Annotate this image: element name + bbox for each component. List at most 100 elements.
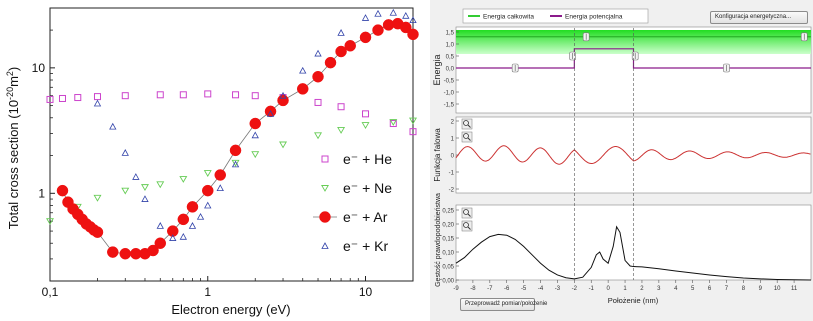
data-point [362, 110, 370, 118]
drag-handle[interactable] [631, 51, 639, 61]
series-ar [56, 17, 419, 260]
zoom-out-icon[interactable] [461, 220, 473, 232]
drag-handle[interactable] [582, 32, 590, 42]
x-tick-label: 4 [674, 286, 678, 292]
data-point [266, 110, 275, 117]
energy-panel-series [456, 32, 811, 73]
data-point [389, 120, 397, 128]
data-point [186, 201, 199, 213]
data-point [402, 11, 410, 19]
data-point [109, 122, 117, 130]
data-point [400, 21, 412, 34]
legend-marker [321, 155, 329, 163]
y-tick-label: -0,5 [444, 79, 455, 85]
zoom-in-icon[interactable] [461, 207, 473, 219]
x-tick-label: -7 [487, 286, 493, 292]
y-tick-label: 1,0 [446, 43, 455, 49]
data-point [344, 40, 356, 52]
data-point [409, 16, 417, 24]
data-point [372, 24, 384, 36]
drag-handle[interactable] [800, 32, 808, 42]
wavefunction-axis-label: Funkcja falowa [433, 128, 442, 182]
x-tick-label: 1 [623, 286, 627, 292]
data-point [299, 66, 307, 74]
density-panel-frame [455, 204, 812, 281]
y-tick-label: 0,0 [446, 67, 455, 73]
data-point [140, 184, 149, 192]
zoom-out-icon[interactable] [461, 131, 473, 143]
y-tick-label: -1,5 [444, 103, 455, 109]
x-tick-label: 3 [657, 286, 661, 292]
data-point [337, 126, 346, 134]
y-axis-label-main: Total cross section (10 [6, 100, 21, 229]
data-point [214, 169, 226, 181]
data-point [154, 237, 167, 249]
data-point [389, 8, 397, 16]
data-point [121, 187, 130, 195]
data-point [58, 94, 66, 102]
magnifier-lens [463, 222, 469, 228]
data-point [231, 160, 240, 168]
x-tick-label: 10 [774, 286, 781, 292]
x-tick-label: 11 [791, 286, 798, 292]
x-tick-label: 6 [708, 286, 712, 292]
data-point [177, 213, 190, 226]
cross-section-legend: e⁻ + He e⁻ + Ne e⁻ + Ar e⁻ + Kr [313, 151, 392, 254]
legend-marker [319, 211, 331, 223]
data-point [277, 94, 289, 107]
data-point [167, 225, 179, 237]
x-tick-label: -1 [589, 286, 595, 292]
magnifier-handle [467, 226, 471, 230]
data-point [314, 132, 323, 140]
x-tick-label: -3 [555, 286, 561, 292]
measure-position-button[interactable]: Przeprowadź pomiar/położenie [460, 298, 547, 311]
data-point [279, 91, 287, 99]
energy-config-button[interactable]: Konfiguracja energetyczna... [710, 11, 808, 24]
data-point [359, 31, 372, 44]
legend-label: e⁻ + He [343, 151, 392, 167]
data-point [91, 226, 104, 238]
data-point [279, 141, 288, 149]
magnifier-handle [467, 213, 471, 217]
barrier-edge-guides [574, 28, 634, 280]
data-point [251, 92, 259, 100]
density-axis-label: Gęstość prawdopodobieństwa [435, 193, 442, 287]
drag-handle[interactable] [511, 63, 519, 73]
data-point [121, 92, 129, 100]
energy-legend: Energia całkowita Energia potencjalna [462, 8, 649, 24]
drag-handle[interactable] [569, 51, 576, 61]
data-point [179, 176, 188, 183]
data-point [179, 91, 187, 99]
x-tick-label: 0,1 [42, 285, 59, 299]
drag-handle[interactable] [723, 63, 730, 73]
data-point [312, 70, 324, 83]
y-tick-label: 1 [451, 137, 455, 143]
data-point [169, 234, 177, 241]
x-tick-label: -6 [504, 286, 510, 292]
data-point [251, 131, 259, 139]
data-point [251, 151, 260, 159]
data-point [389, 119, 398, 126]
data-point [119, 247, 132, 260]
magnifier-lens [463, 133, 469, 139]
data-point [337, 29, 345, 36]
data-point [56, 184, 69, 197]
zoom-button-frame [461, 131, 473, 143]
quantum-barrier-simulation: Energia całkowita Energia potencjalna 1,… [430, 0, 813, 321]
data-point [407, 28, 419, 41]
data-point [314, 49, 322, 57]
legend-label: e⁻ + Ne [343, 180, 392, 196]
data-point [107, 246, 119, 258]
probability-density-curve [455, 225, 812, 281]
magnifier-lens [463, 209, 469, 215]
x-tick-label: 1 [204, 285, 211, 299]
legend-total-energy-label: Energia całkowita [483, 14, 534, 21]
y-tick-label: 1,5 [446, 31, 455, 37]
data-point [204, 201, 212, 209]
zoom-controls [461, 118, 473, 232]
zoom-button-frame [461, 220, 473, 232]
magnifier-lens [463, 120, 469, 126]
data-point [203, 170, 212, 177]
legend-potential-energy-label: Energia potencjalna [565, 14, 623, 21]
zoom-in-icon[interactable] [461, 118, 473, 130]
